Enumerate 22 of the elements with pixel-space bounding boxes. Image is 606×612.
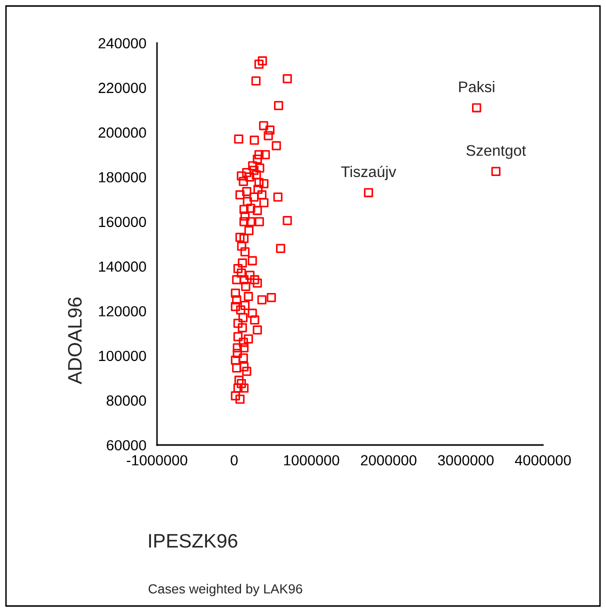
y-axis-title: ADOAL96 <box>68 298 82 384</box>
y-tick-label: 120000 <box>99 306 146 316</box>
text: Cases weighted by LAK96 <box>148 584 302 596</box>
y-tick-label: 180000 <box>99 172 146 182</box>
y-tick-label: 60000 <box>106 440 146 450</box>
x-tick-label: 0 <box>230 455 238 466</box>
y-tick-label: 140000 <box>99 261 146 272</box>
x-tick-label: 2000000 <box>360 455 416 466</box>
annotation: Tiszaújv <box>341 166 396 180</box>
annotation: Paksi <box>459 81 494 92</box>
x-tick-label: 3000000 <box>438 455 494 466</box>
annotation: Szentgot <box>466 145 526 159</box>
y-tick-label: 220000 <box>98 82 146 94</box>
x-tick-label: 4000000 <box>514 455 571 466</box>
x-tick-label: 1000000 <box>284 455 340 466</box>
x-tick-label: -1000000 <box>126 455 188 466</box>
y-tick-label: 200000 <box>98 127 146 138</box>
y-tick-label: 240000 <box>98 38 146 48</box>
x-axis-title: IPESZK96 <box>149 534 238 548</box>
y-tick-label: 160000 <box>99 216 146 228</box>
y-tick-label: 80000 <box>106 395 146 406</box>
y-tick-label: 100000 <box>99 350 146 362</box>
